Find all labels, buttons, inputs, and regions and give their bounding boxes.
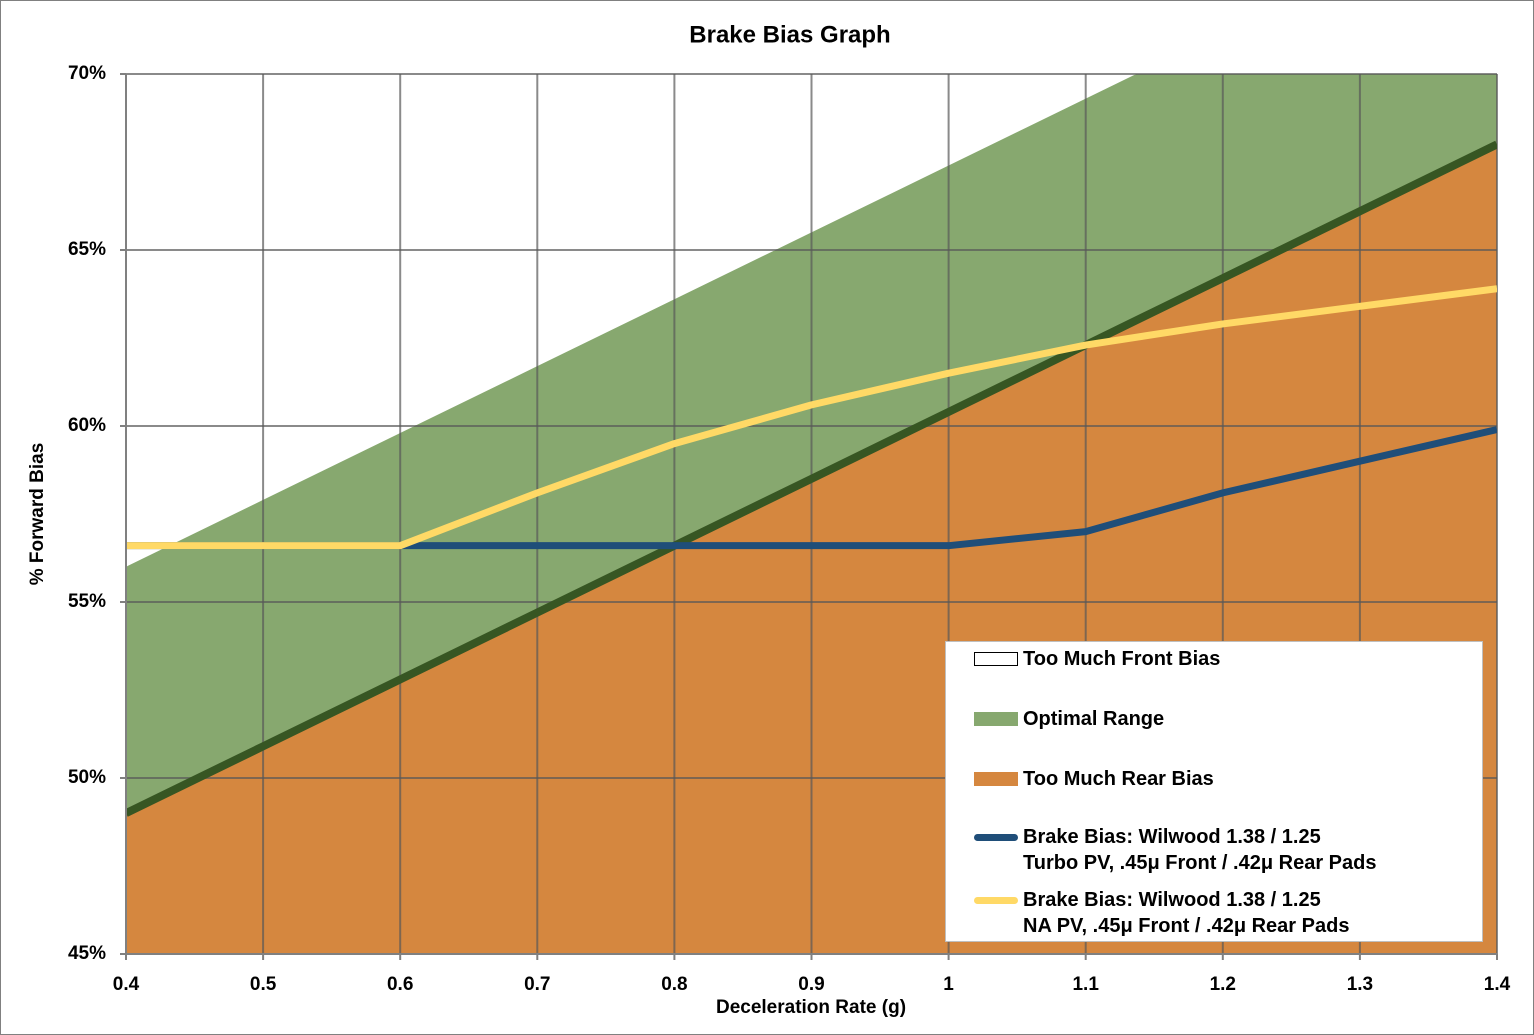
x-tick-label: 0.6 <box>387 974 413 995</box>
legend-label: Too Much Rear Bias <box>1023 768 1214 790</box>
y-tick-label: 60% <box>68 415 106 436</box>
legend-symbol <box>974 712 1018 726</box>
x-tick-label: 0.7 <box>524 974 550 995</box>
legend-label: Too Much Front Bias <box>1023 648 1221 670</box>
legend-symbol <box>974 652 1018 666</box>
x-tick-label: 0.9 <box>798 974 824 995</box>
legend-item: Brake Bias: Wilwood 1.38 / 1.25 Turbo PV… <box>974 824 1376 876</box>
x-tick-label: 1.2 <box>1210 974 1236 995</box>
legend-symbol <box>974 897 1018 904</box>
chart-title: Brake Bias Graph <box>689 21 890 48</box>
x-tick-label: 1 <box>943 974 954 995</box>
x-tick-label: 1.3 <box>1347 974 1373 995</box>
axes: 45% 50% 55% 60% 65% 70% 0.4 0.5 0.6 0.7 0.8 0.9 1 1.1… <box>68 63 1511 995</box>
legend: Too Much Front Bias Optimal Range Too Much… <box>945 641 1483 942</box>
x-tick-label: 0.5 <box>250 974 277 995</box>
legend-symbol <box>974 772 1018 786</box>
legend-item: Optimal Range <box>974 706 1164 732</box>
x-tick-label: 0.8 <box>661 974 687 995</box>
y-tick-label: 65% <box>68 239 106 260</box>
legend-item: Too Much Rear Bias <box>974 766 1214 792</box>
y-axis-title: % Forward Bias <box>27 443 48 586</box>
legend-label: Optimal Range <box>1023 708 1165 730</box>
y-tick-label: 70% <box>68 63 106 84</box>
legend-item: Brake Bias: Wilwood 1.38 / 1.25 NA PV, .… <box>974 887 1349 939</box>
y-tick-label: 45% <box>68 943 106 964</box>
x-tick-label: 1.1 <box>1072 974 1099 995</box>
y-tick-label: 50% <box>68 767 106 788</box>
legend-label: Brake Bias: Wilwood 1.38 / 1.25 NA PV, .… <box>1023 889 1350 937</box>
legend-symbol <box>974 834 1018 841</box>
x-tick-label: 0.4 <box>113 974 140 995</box>
boundary-line <box>126 140 1497 817</box>
x-tick-label: 1.4 <box>1484 974 1511 995</box>
legend-item: Too Much Front Bias <box>974 646 1220 672</box>
x-axis-title: Deceleration Rate (g) <box>716 997 906 1018</box>
legend-label: Brake Bias: Wilwood 1.38 / 1.25 Turbo PV… <box>1023 826 1377 874</box>
lines <box>126 140 1497 817</box>
y-tick-label: 55% <box>68 591 106 612</box>
line <box>126 285 1497 550</box>
